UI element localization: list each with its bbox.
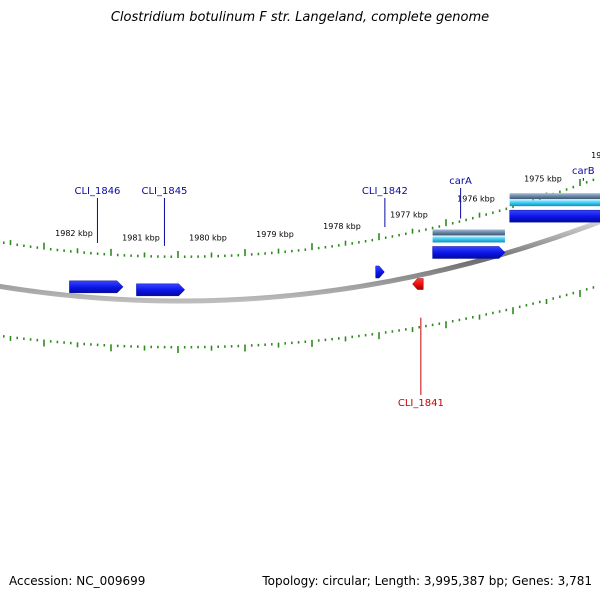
- gene-arrow-reverse[interactable]: [412, 278, 424, 290]
- gene-labels: CLI_1846 CLI_1845 CLI_1842 CLI_1841 carA carB: [74, 166, 594, 409]
- scale-label: 1980 kbp: [189, 234, 227, 243]
- gene-arrow-forward[interactable]: [136, 283, 186, 297]
- gene-CLI_1842[interactable]: [375, 265, 385, 279]
- scale-label: 1978 kbp: [323, 222, 361, 231]
- scale-label: 1974 kbp: [591, 151, 600, 160]
- scale-label: 1982 kbp: [55, 229, 93, 238]
- gene-label-CLI_1841[interactable]: CLI_1841: [398, 398, 444, 409]
- scale-label: 1981 kbp: [122, 233, 160, 242]
- gene-label-CLI_1846[interactable]: CLI_1846: [74, 186, 120, 197]
- inner-tick-ring: [2, 286, 595, 353]
- gene-label-carA[interactable]: carA: [449, 176, 472, 187]
- feature-bar-cyan[interactable]: [432, 236, 505, 243]
- scale-label: 1975 kbp: [524, 175, 562, 184]
- feature-track: [69, 193, 600, 297]
- gene-label-CLI_1845[interactable]: CLI_1845: [141, 186, 187, 197]
- gene-arrow-forward[interactable]: [375, 265, 385, 279]
- feature-bar-gray[interactable]: [509, 193, 600, 200]
- scale-label: 1977 kbp: [390, 210, 428, 219]
- gene-CLI_1845[interactable]: [136, 283, 186, 297]
- feature-bar-cyan[interactable]: [509, 200, 600, 207]
- feature-bar-gray[interactable]: [432, 229, 505, 236]
- genome-title: Clostridium botulinum F str. Langeland, …: [110, 10, 490, 25]
- gene-label-CLI_1842[interactable]: CLI_1842: [362, 186, 408, 197]
- gene-CLI_1846[interactable]: [69, 280, 124, 294]
- scale-label: 1979 kbp: [256, 230, 294, 239]
- gene-carA[interactable]: [432, 229, 506, 259]
- gene-arrow-forward[interactable]: [69, 280, 124, 294]
- scale-labels: 1982 kbp 1981 kbp 1980 kbp 1979 kbp 1978 kbp…: [55, 151, 600, 243]
- gene-label-carB[interactable]: carB: [572, 166, 595, 177]
- gene-arrow-forward[interactable]: [432, 246, 506, 259]
- gene-arrow-forward[interactable]: [509, 209, 600, 223]
- scale-label: 1976 kbp: [457, 195, 495, 204]
- gene-carB[interactable]: [509, 193, 600, 223]
- gene-CLI_1841[interactable]: [412, 278, 424, 290]
- accession-label: Accession: NC_009699: [9, 574, 146, 588]
- genome-summary: Topology: circular; Length: 3,995,387 bp…: [262, 574, 592, 588]
